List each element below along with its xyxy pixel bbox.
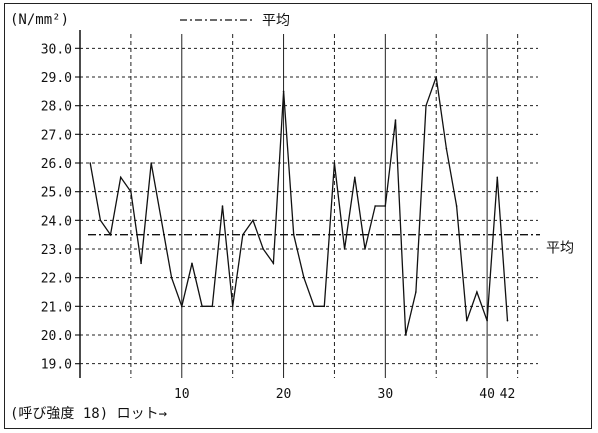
data-point [445, 147, 448, 150]
data-point [89, 162, 91, 164]
data-point [323, 305, 326, 308]
data-point [119, 176, 122, 179]
data-point [343, 248, 346, 250]
y-tick-label: 25.0 [41, 186, 72, 201]
data-point [496, 176, 499, 179]
data-point [252, 219, 254, 222]
data-point [374, 205, 376, 207]
x-tick-label: 40 [479, 387, 495, 402]
unit-label: (N/mm²) [10, 12, 69, 28]
y-tick-label: 26.0 [41, 157, 72, 172]
y-tick-label: 19.0 [41, 358, 72, 373]
x-tick-label: 10 [174, 387, 190, 402]
data-point [303, 276, 305, 279]
data-point [272, 262, 275, 265]
data-point [160, 219, 163, 222]
data-point [435, 76, 438, 78]
data-point [364, 248, 366, 250]
data-point [282, 90, 285, 93]
data-point [506, 319, 509, 322]
x-tick-label: 30 [378, 387, 394, 402]
y-tick-label: 23.0 [41, 243, 72, 258]
data-point [191, 262, 193, 265]
y-tick-label: 21.0 [41, 300, 72, 315]
data-point [221, 205, 224, 207]
data-point [262, 248, 265, 250]
legend-label: 平均 [262, 13, 290, 29]
x-tick-label: 20 [276, 387, 292, 402]
data-point [486, 319, 488, 322]
x-tick-label: 42 [500, 387, 516, 402]
data-point [415, 291, 417, 293]
data-point [99, 219, 102, 222]
data-point [242, 233, 244, 236]
y-tick-label: 22.0 [41, 272, 72, 287]
data-point [180, 305, 183, 308]
data-point [201, 305, 203, 308]
y-tick-label: 24.0 [41, 214, 72, 229]
mean-label: 平均 [546, 241, 574, 257]
data-point [130, 190, 132, 193]
data-point [404, 334, 407, 336]
strength-series-line [89, 76, 509, 336]
data-point [354, 176, 356, 179]
y-tick-label: 20.0 [41, 329, 72, 344]
data-point [476, 291, 478, 293]
y-tick-label: 27.0 [41, 128, 72, 143]
data-point [231, 305, 234, 308]
bottom-label: (呼び強度 18) ロット→ [10, 406, 167, 422]
data-point [150, 162, 153, 164]
data-point [313, 305, 315, 308]
data-point [109, 233, 112, 236]
data-point [455, 205, 458, 207]
data-point [140, 262, 142, 265]
data-point [394, 119, 397, 121]
y-tick-label: 30.0 [41, 42, 72, 57]
data-point [465, 319, 468, 322]
data-point [425, 104, 427, 107]
y-tick-label: 29.0 [41, 71, 72, 86]
data-point [333, 162, 336, 164]
data-point [211, 305, 214, 308]
y-tick-label: 28.0 [41, 100, 72, 115]
data-point [384, 205, 387, 207]
data-point [170, 276, 173, 279]
data-point [292, 233, 295, 236]
